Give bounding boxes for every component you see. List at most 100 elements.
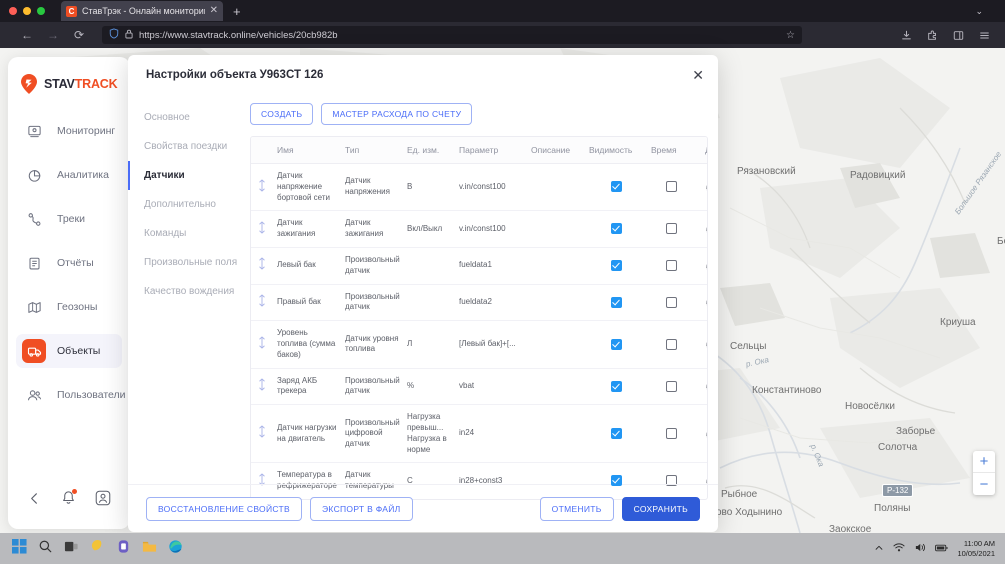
chevron-down-icon[interactable]: ⌄ (975, 5, 983, 16)
tab-commands[interactable]: Команды (144, 228, 187, 239)
gear-icon[interactable] (705, 381, 707, 391)
table-row[interactable]: Уровень топлива (сумма баков) Датчик уров… (251, 320, 707, 369)
gear-icon[interactable] (705, 261, 707, 271)
cell-visibility[interactable] (585, 463, 647, 499)
tab-osnovnoe[interactable]: Основное (144, 112, 190, 123)
create-sensor-button[interactable]: СОЗДАТЬ (250, 103, 314, 125)
address-bar[interactable]: https://www.stavtrack.online/vehicles/20… (102, 26, 802, 44)
sidebar-item-tracks[interactable]: Треки (16, 202, 122, 236)
sidebar-item-monitoring[interactable]: Мониторинг (16, 114, 122, 148)
consumption-wizard-button[interactable]: МАСТЕР РАСХОДА ПО СЧЕТУ (321, 103, 473, 125)
sidebar-item-users[interactable]: Пользователи (16, 378, 126, 412)
bookmark-star-icon[interactable]: ☆ (786, 29, 795, 41)
sidebar-back-icon[interactable] (27, 491, 42, 511)
taskview-icon[interactable] (64, 539, 79, 559)
cell-time[interactable] (647, 284, 695, 322)
cell-visibility[interactable] (585, 404, 647, 464)
taskbar-clock[interactable]: 11:00 AM 10/05/2021 (957, 539, 995, 559)
zoom-in-button[interactable]: + (973, 451, 995, 473)
time-checkbox[interactable] (665, 223, 677, 235)
menu-icon[interactable] (971, 22, 997, 48)
cell-visibility[interactable] (585, 320, 647, 369)
close-window-button[interactable] (9, 7, 17, 15)
time-checkbox[interactable] (665, 260, 677, 272)
time-checkbox[interactable] (665, 428, 677, 440)
window-controls[interactable] (0, 7, 45, 15)
browser-tab[interactable]: С СтавТрэк - Онлайн мониторинг ✕ (61, 1, 223, 21)
visibility-checkbox[interactable] (610, 428, 622, 440)
table-row[interactable]: Датчик напряжение бортовой сети Датчик на… (251, 163, 707, 212)
download-icon[interactable] (893, 22, 919, 48)
cell-time[interactable] (647, 320, 695, 369)
visibility-checkbox[interactable] (610, 260, 622, 272)
sidebar-item-objects[interactable]: Объекты (16, 334, 122, 368)
gear-icon[interactable] (705, 429, 707, 439)
time-checkbox[interactable] (665, 296, 677, 308)
cell-visibility[interactable] (585, 247, 647, 285)
visibility-checkbox[interactable] (610, 380, 622, 392)
cell-visibility[interactable] (585, 368, 647, 406)
chevron-up-icon[interactable] (874, 540, 884, 558)
minimize-window-button[interactable] (23, 7, 31, 15)
drag-handle-icon[interactable] (251, 368, 273, 406)
gear-icon[interactable] (705, 224, 707, 234)
edge-icon[interactable] (168, 539, 183, 559)
table-row[interactable]: Температура в рефрижераторе Датчик темпер… (251, 463, 707, 499)
gear-icon[interactable] (705, 297, 707, 307)
table-row[interactable]: Датчик нагрузки на двигатель Произвольный… (251, 404, 707, 464)
tab-driving-quality[interactable]: Качество вождения (144, 286, 235, 297)
cell-visibility[interactable] (585, 284, 647, 322)
start-icon[interactable] (12, 538, 27, 559)
account-avatar-icon[interactable] (95, 490, 111, 511)
extensions-icon[interactable] (919, 22, 945, 48)
reload-icon[interactable]: ⟳ (73, 28, 85, 42)
new-tab-icon[interactable]: + (233, 3, 241, 19)
drag-handle-icon[interactable] (251, 320, 273, 369)
visibility-checkbox[interactable] (610, 296, 622, 308)
visibility-checkbox[interactable] (610, 223, 622, 235)
gear-icon[interactable] (705, 339, 707, 349)
back-icon[interactable]: ← (21, 28, 33, 42)
sidebar-item-analytics[interactable]: Аналитика (16, 158, 122, 192)
tab-sensors[interactable]: Датчики (128, 161, 250, 190)
sidebar-icon[interactable] (945, 22, 971, 48)
drag-handle-icon[interactable] (251, 284, 273, 322)
cell-time[interactable] (647, 463, 695, 499)
explorer-icon[interactable] (142, 539, 157, 559)
cell-visibility[interactable] (585, 210, 647, 248)
tab-additional[interactable]: Дополнительно (144, 199, 216, 210)
sidebar-item-geofences[interactable]: Геозоны (16, 290, 122, 324)
gear-icon[interactable] (705, 182, 707, 192)
drag-handle-icon[interactable] (251, 404, 273, 464)
time-checkbox[interactable] (665, 181, 677, 193)
maximize-window-button[interactable] (37, 7, 45, 15)
visibility-checkbox[interactable] (610, 181, 622, 193)
visibility-checkbox[interactable] (610, 475, 622, 487)
save-button[interactable]: СОХРАНИТЬ (621, 496, 700, 521)
table-row[interactable]: Датчик зажигания Датчик зажигания Вкл/Выкл… (251, 210, 707, 248)
wifi-icon[interactable] (893, 540, 905, 558)
cell-time[interactable] (647, 210, 695, 248)
tab-custom-fields[interactable]: Произвольные поля (144, 257, 238, 268)
cancel-button[interactable]: ОТМЕНИТЬ (539, 496, 614, 521)
visibility-checkbox[interactable] (610, 338, 622, 350)
export-to-file-button[interactable]: ЭКСПОРТ В ФАЙЛ (310, 496, 413, 521)
map-zoom-controls[interactable]: + − (973, 451, 995, 495)
volume-icon[interactable] (914, 540, 926, 558)
forward-icon[interactable]: → (47, 28, 59, 42)
time-checkbox[interactable] (665, 380, 677, 392)
tab-close-icon[interactable]: ✕ (209, 5, 218, 16)
sidebar-item-reports[interactable]: Отчёты (16, 246, 122, 280)
weather-icon[interactable] (90, 539, 105, 559)
drag-handle-icon[interactable] (251, 247, 273, 285)
table-row[interactable]: Заряд АКБ трекера Произвольный датчик% vba… (251, 368, 707, 406)
teams-icon[interactable] (116, 539, 131, 559)
drag-handle-icon[interactable] (251, 163, 273, 212)
restore-properties-button[interactable]: ВОССТАНОВЛЕНИЕ СВОЙСТВ (146, 496, 302, 521)
cell-time[interactable] (647, 404, 695, 464)
search-icon[interactable] (38, 539, 53, 559)
cell-time[interactable] (647, 368, 695, 406)
zoom-out-button[interactable]: − (979, 475, 989, 493)
